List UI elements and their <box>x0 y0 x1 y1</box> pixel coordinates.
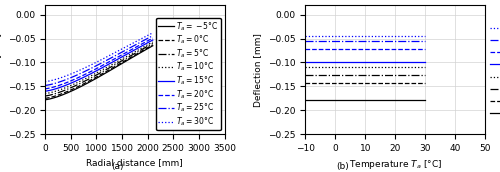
X-axis label: Radial distance [mm]: Radial distance [mm] <box>86 158 183 167</box>
$T_a = 0$°C <box>147 45 153 47</box>
$T_a = 20$°C <box>106 61 112 63</box>
$T_a = 15$°C <box>150 39 156 41</box>
$r = 0.0$ m <box>302 99 308 101</box>
$T_a = 30$°C <box>100 58 106 60</box>
$T_a = 30$°C <box>147 33 153 35</box>
Line: $T_a = 20$°C: $T_a = 20$°C <box>45 38 153 89</box>
$T_a = 20$°C <box>147 38 153 40</box>
$T_a = 5$°C <box>147 44 153 46</box>
Line: $T_a = -5$°C: $T_a = -5$°C <box>45 46 153 100</box>
$r = 1.5$ m <box>302 48 308 50</box>
$r = 1.8$ m <box>422 40 428 42</box>
$r = 2.1$ m <box>302 35 308 37</box>
$T_a = 20$°C <box>42 88 48 90</box>
Text: (a): (a) <box>111 162 124 171</box>
$T_a = 30$°C <box>130 42 136 44</box>
$r = 1.2$ m <box>302 61 308 63</box>
$T_a = -5$°C <box>94 77 100 79</box>
Line: $T_a = 15$°C: $T_a = 15$°C <box>45 40 153 91</box>
$T_a = 25$°C <box>147 36 153 38</box>
$T_a = 10$°C <box>147 42 153 44</box>
$T_a = 30$°C <box>93 61 99 63</box>
$T_a = 20$°C <box>100 64 106 66</box>
$T_a = 15$°C <box>106 63 112 65</box>
$T_a = 10$°C <box>94 72 100 74</box>
Line: $T_a = 5$°C: $T_a = 5$°C <box>45 43 153 96</box>
$r = 1.8$ m <box>302 40 308 42</box>
$T_a = 15$°C <box>100 66 106 68</box>
$T_a = 25$°C <box>130 45 136 47</box>
$r = 1.5$ m <box>422 48 428 50</box>
$T_a = 15$°C <box>42 90 48 92</box>
Y-axis label: Deflection [mm]: Deflection [mm] <box>0 33 2 107</box>
$T_a = 25$°C <box>100 61 106 63</box>
$T_a = -5$°C <box>147 46 153 48</box>
$T_a = 10$°C <box>130 51 136 53</box>
$T_a = 25$°C <box>93 65 99 67</box>
$T_a = 30$°C <box>150 32 156 34</box>
Line: $T_a = 0$°C: $T_a = 0$°C <box>45 45 153 98</box>
$T_a = -5$°C <box>106 70 112 72</box>
$T_a = 5$°C <box>42 95 48 97</box>
$T_a = 0$°C <box>130 55 136 57</box>
$T_a = 5$°C <box>100 70 106 72</box>
$T_a = 0$°C <box>106 69 112 71</box>
Line: $T_a = 30$°C: $T_a = 30$°C <box>45 33 153 82</box>
$T_a = 30$°C <box>106 55 112 57</box>
$T_a = 0$°C <box>150 44 156 46</box>
$r = 1.2$ m <box>422 61 428 63</box>
$T_a = 30$°C <box>94 61 100 63</box>
$T_a = 25$°C <box>42 84 48 87</box>
$r = 0.9$ m <box>302 66 308 68</box>
$T_a = 5$°C <box>93 74 99 76</box>
$r = 0.3$ m <box>302 82 308 84</box>
$T_a = 15$°C <box>147 40 153 42</box>
$T_a = 30$°C <box>42 80 48 83</box>
$T_a = 5$°C <box>106 67 112 69</box>
$T_a = 5$°C <box>94 74 100 76</box>
Y-axis label: Deflection [mm]: Deflection [mm] <box>254 33 262 107</box>
$T_a = 5$°C <box>130 53 136 55</box>
$T_a = 10$°C <box>42 93 48 95</box>
$T_a = 10$°C <box>100 68 106 70</box>
$T_a = 25$°C <box>150 35 156 37</box>
$T_a = 5$°C <box>150 42 156 44</box>
$T_a = 15$°C <box>94 70 100 72</box>
Line: $T_a = 25$°C: $T_a = 25$°C <box>45 36 153 85</box>
$T_a = 20$°C <box>93 68 99 70</box>
$r = 0.0$ m <box>422 99 428 101</box>
$T_a = 10$°C <box>93 72 99 74</box>
$T_a = -5$°C <box>42 99 48 101</box>
$T_a = 20$°C <box>150 37 156 39</box>
$T_a = -5$°C <box>150 45 156 47</box>
$T_a = -5$°C <box>93 77 99 79</box>
$T_a = 25$°C <box>106 58 112 60</box>
Legend: $T_a = -5$°C, $T_a = 0$°C, $T_a = 5$°C, $T_a = 10$°C, $T_a = 15$°C, $T_a = 20$°C: $T_a = -5$°C, $T_a = 0$°C, $T_a = 5$°C, … <box>156 18 221 130</box>
$T_a = 10$°C <box>106 65 112 67</box>
Text: (b): (b) <box>336 162 349 171</box>
Line: $T_a = 10$°C: $T_a = 10$°C <box>45 42 153 94</box>
$T_a = 10$°C <box>150 41 156 43</box>
$T_a = 25$°C <box>94 64 100 67</box>
$T_a = 15$°C <box>130 50 136 52</box>
$T_a = 0$°C <box>42 97 48 99</box>
$T_a = 20$°C <box>130 47 136 50</box>
$r = 0.3$ m <box>422 82 428 84</box>
$r = 0.6$ m <box>302 74 308 76</box>
$r = 0.9$ m <box>422 66 428 68</box>
$T_a = 0$°C <box>93 76 99 78</box>
$T_a = 15$°C <box>93 70 99 72</box>
$T_a = 0$°C <box>94 76 100 78</box>
$T_a = 20$°C <box>94 67 100 69</box>
X-axis label: Temperature $T_a$ [°C]: Temperature $T_a$ [°C] <box>348 158 442 171</box>
Legend: $r = 2.1$ m, $r = 1.8$ m, $r = 1.5$ m, $r = 1.2$ m, $r = 0.9$ m, $r = 0.6$ m, $r: $r = 2.1$ m, $r = 1.8$ m, $r = 1.5$ m, $… <box>489 20 500 119</box>
$T_a = -5$°C <box>100 73 106 76</box>
$r = 0.6$ m <box>422 74 428 76</box>
$T_a = 0$°C <box>100 72 106 74</box>
$r = 2.1$ m <box>422 35 428 37</box>
$T_a = -5$°C <box>130 56 136 58</box>
